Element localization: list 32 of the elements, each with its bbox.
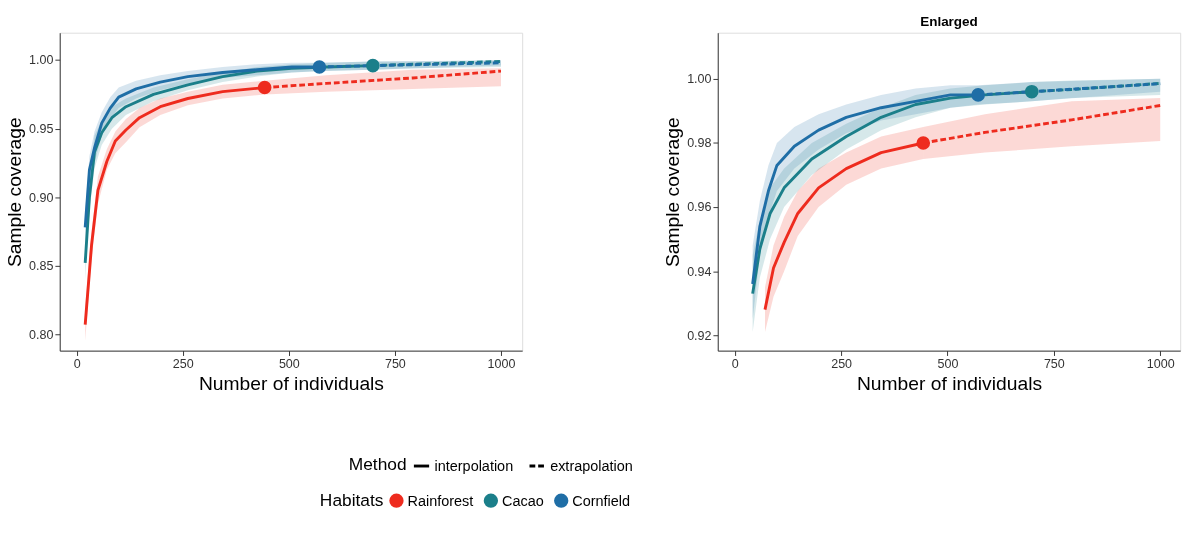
- y-tick-label: 0.94: [687, 264, 712, 279]
- y-tick-label: 0.85: [29, 259, 54, 274]
- y-tick-label: 0.98: [687, 136, 712, 151]
- x-tick-label: 1000: [1146, 356, 1175, 371]
- y-axis-title: Sample coverage: [662, 117, 684, 268]
- x-tick-label: 500: [937, 356, 959, 371]
- y-tick-label: 0.90: [29, 190, 54, 205]
- text: Method: [348, 454, 407, 475]
- x-tick-label: 750: [384, 356, 406, 371]
- x-tick-label: 0: [731, 356, 739, 371]
- legend-label: Cacao: [501, 492, 544, 509]
- x-tick-label: 250: [831, 356, 853, 371]
- y-tick-label: 0.96: [687, 200, 712, 215]
- y-tick-label: 1.00: [29, 53, 54, 68]
- legend-title: Habitats: [319, 489, 384, 510]
- x-tick-label: 0: [73, 356, 81, 371]
- text: extrapolation: [550, 457, 633, 474]
- legend-label: Cornfield: [572, 492, 631, 509]
- x-tick-label: 1000: [487, 356, 516, 371]
- y-tick-label: 1.00: [687, 72, 712, 87]
- x-tick-label: 750: [1043, 356, 1065, 371]
- y-tick-label: 0.92: [687, 328, 712, 343]
- x-axis-title: Number of individuals: [856, 372, 1043, 394]
- y-axis-title: Sample coverage: [4, 117, 26, 268]
- chart-title: Enlarged: [920, 13, 978, 29]
- x-tick-label: 500: [278, 356, 300, 371]
- x-tick-label: 250: [172, 356, 194, 371]
- y-tick-label: 0.95: [29, 121, 54, 136]
- x-axis-title: Number of individuals: [198, 372, 384, 394]
- text: interpolation: [434, 457, 514, 474]
- y-tick-label: 0.80: [29, 327, 54, 342]
- legend-label: Rainforest: [407, 492, 474, 509]
